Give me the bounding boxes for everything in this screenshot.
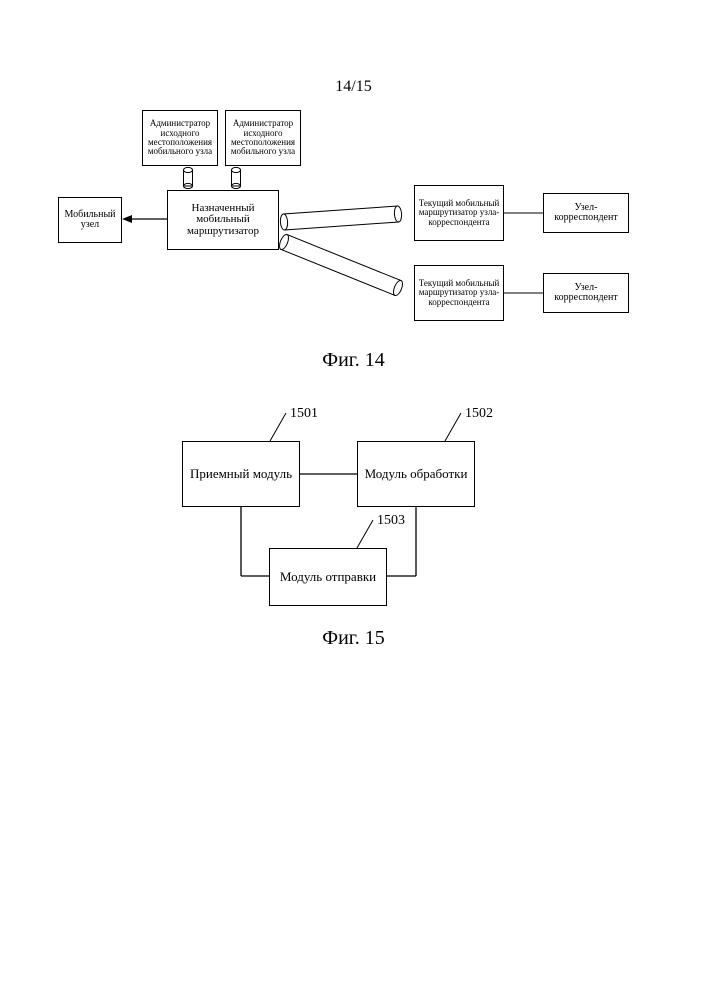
fig15-box-proc: Модуль обработки [357,441,475,507]
fig15-caption: Фиг. 15 [0,627,707,650]
fig15-box-recv-label: Приемный модуль [190,467,292,481]
fig15-ref-proc: 1502 [465,406,493,422]
fig15-box-send-label: Модуль отправки [280,570,376,584]
fig15-box-recv: Приемный модуль [182,441,300,507]
fig15-box-send: Модуль отправки [269,548,387,606]
fig15-box-proc-label: Модуль обработки [365,467,468,481]
fig15-ref-send: 1503 [377,513,405,529]
fig15-ref-recv: 1501 [290,406,318,422]
